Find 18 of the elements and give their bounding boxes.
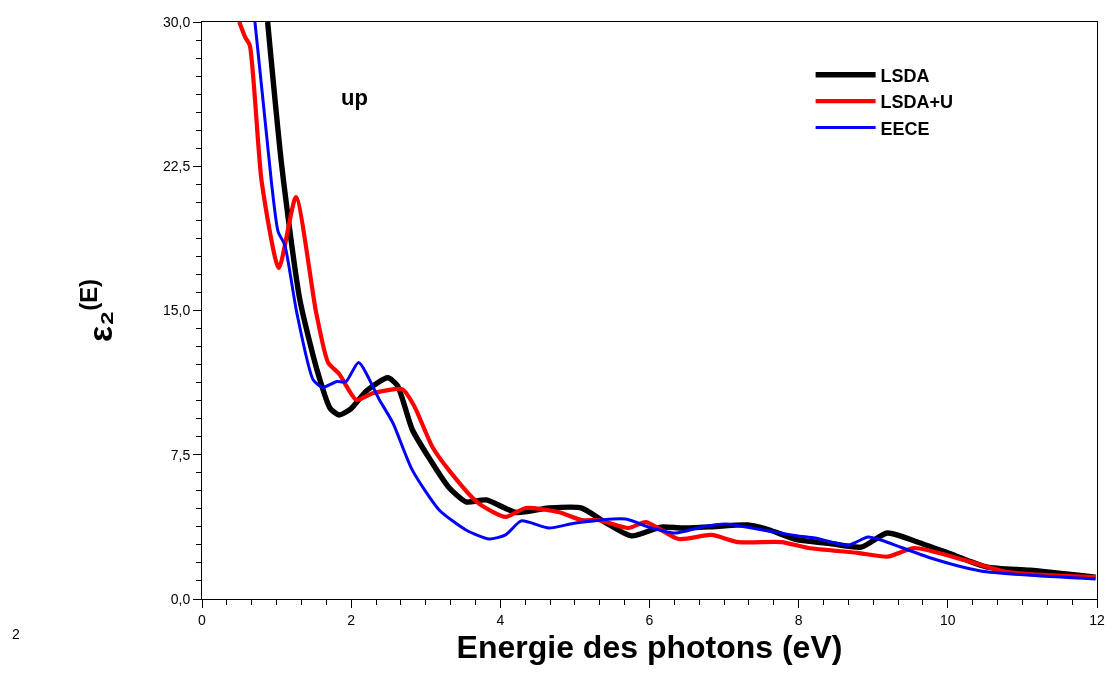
y-tick-label: 7,5 (170, 446, 191, 463)
x-tick-label: 0 (198, 611, 207, 628)
annotation: up (341, 85, 368, 110)
y-tick-label: 30,0 (162, 13, 191, 30)
x-tick-label: 10 (940, 611, 956, 628)
y-tick-label: 22,5 (162, 158, 191, 175)
y-tick-label: 15,0 (162, 302, 191, 319)
x-tick-label: 12 (1089, 611, 1105, 628)
legend-label: LSDA+U (880, 92, 954, 113)
y-tick-label: 0,0 (170, 590, 191, 607)
legend-label: LSDA (880, 65, 930, 86)
x-tick-label: 6 (645, 611, 654, 628)
x-tick-label: 8 (794, 611, 803, 628)
x-axis-title: Energie des photons (eV) (456, 628, 843, 665)
x-tick-label: 2 (347, 611, 356, 628)
text: 2 (12, 626, 20, 642)
legend-label: EECE (880, 118, 930, 139)
x-tick-label: 4 (496, 611, 505, 628)
